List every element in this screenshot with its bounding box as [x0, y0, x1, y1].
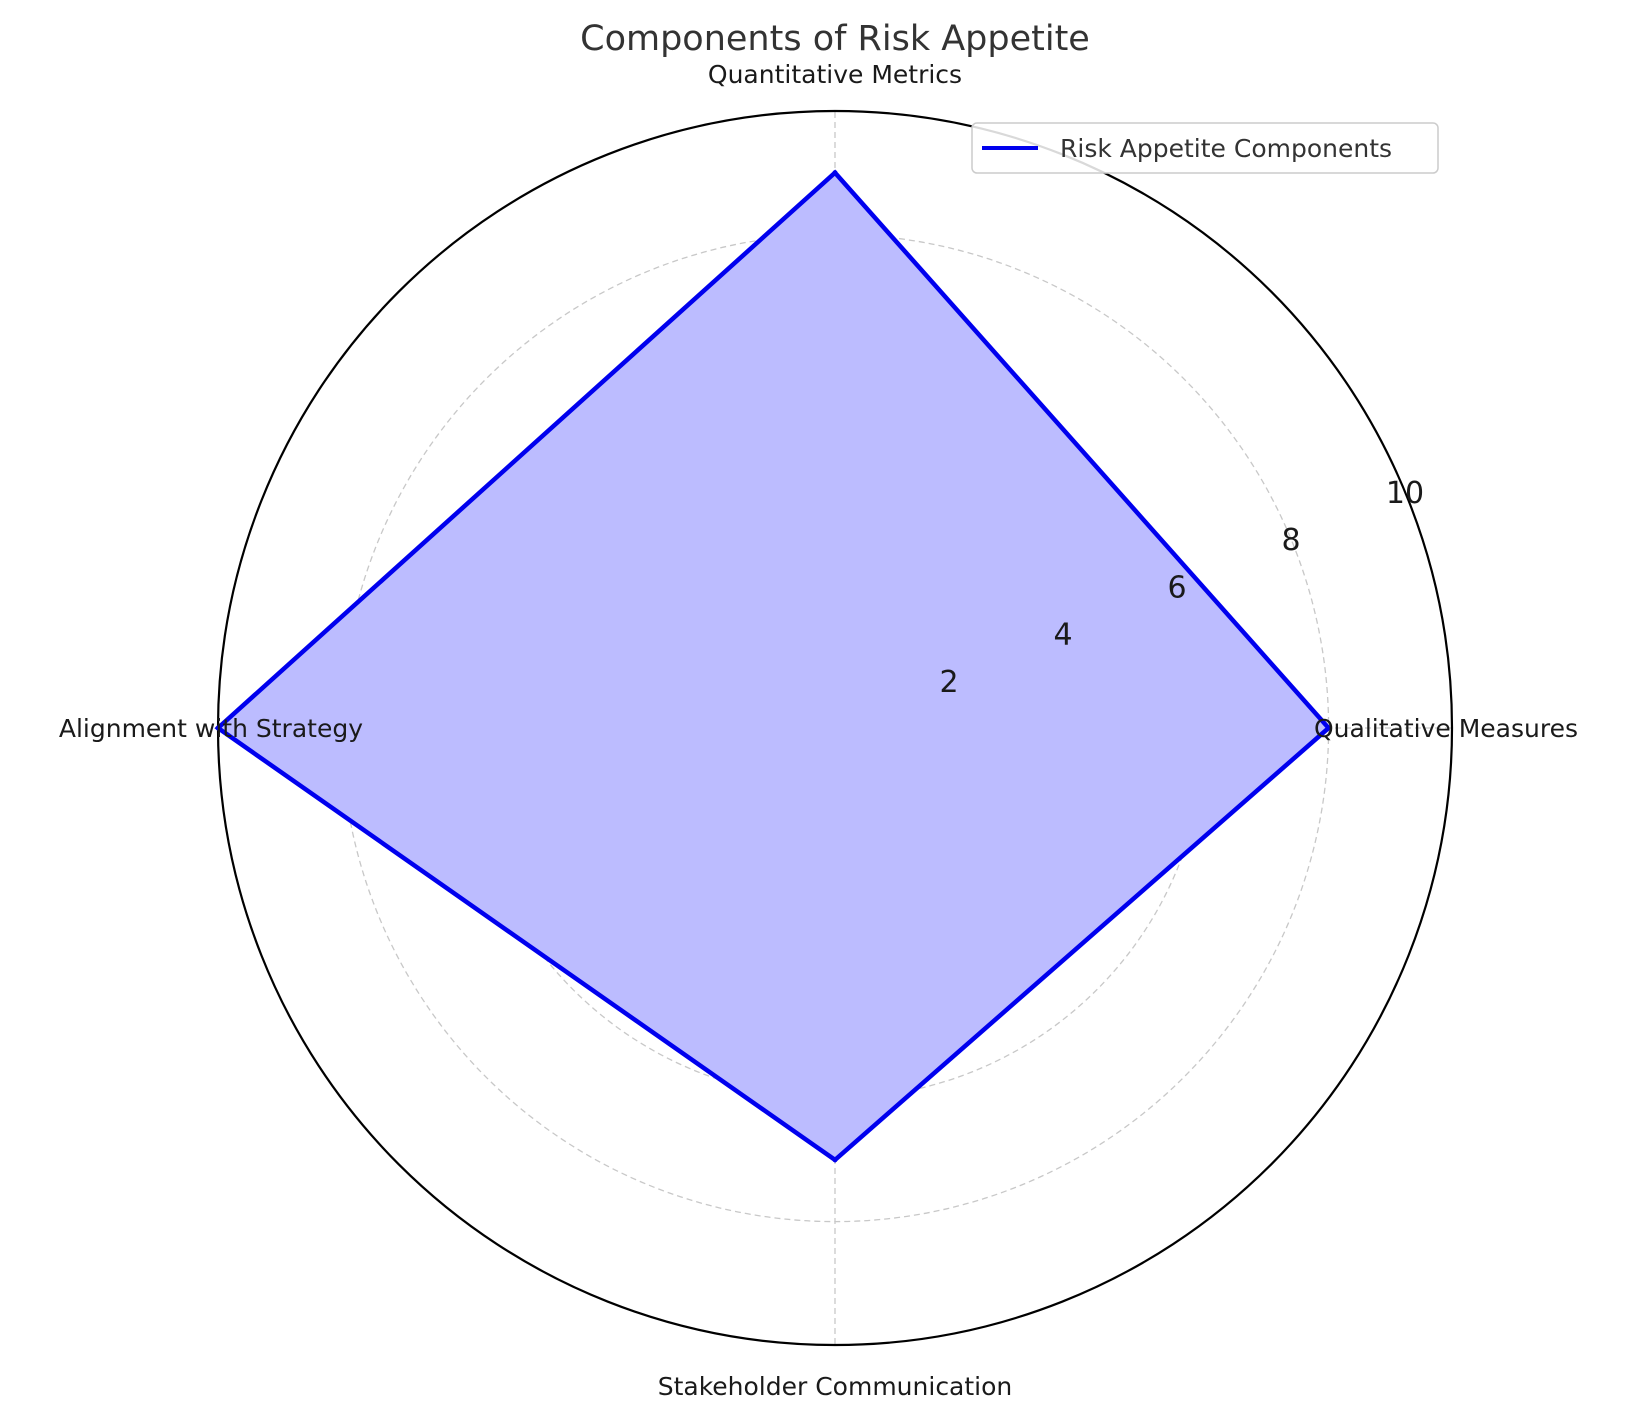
- category-label-1: Qualitative Measures: [1314, 714, 1578, 743]
- radial-tick-label-6: 6: [1167, 570, 1186, 605]
- radial-tick-label-4: 4: [1053, 618, 1072, 653]
- legend: Risk Appetite Components: [971, 122, 1439, 174]
- chart-title: Components of Risk Appetite: [580, 19, 1090, 59]
- radial-tick-label-10: 10: [1386, 476, 1424, 511]
- legend-box: [971, 122, 1439, 174]
- data-point-4: [832, 1157, 838, 1163]
- data-layer: [214, 169, 1332, 1163]
- label-layer: 2 4 6 8 10 Qualitative Measures Quantitative M…: [59, 60, 1578, 1401]
- radial-tick-label-2: 2: [939, 665, 958, 700]
- data-point-1: [1326, 725, 1332, 731]
- category-label-4: Stakeholder Communication: [658, 1372, 1013, 1401]
- category-label-2: Quantitative Metrics: [708, 60, 962, 89]
- legend-label: Risk Appetite Components: [1060, 134, 1392, 163]
- data-point-2: [832, 170, 838, 176]
- series-area-1: [214, 169, 1332, 1163]
- category-label-3: Alignment with Strategy: [59, 714, 363, 743]
- data-point-3: [215, 725, 221, 731]
- radial-tick-label-8: 8: [1281, 523, 1300, 558]
